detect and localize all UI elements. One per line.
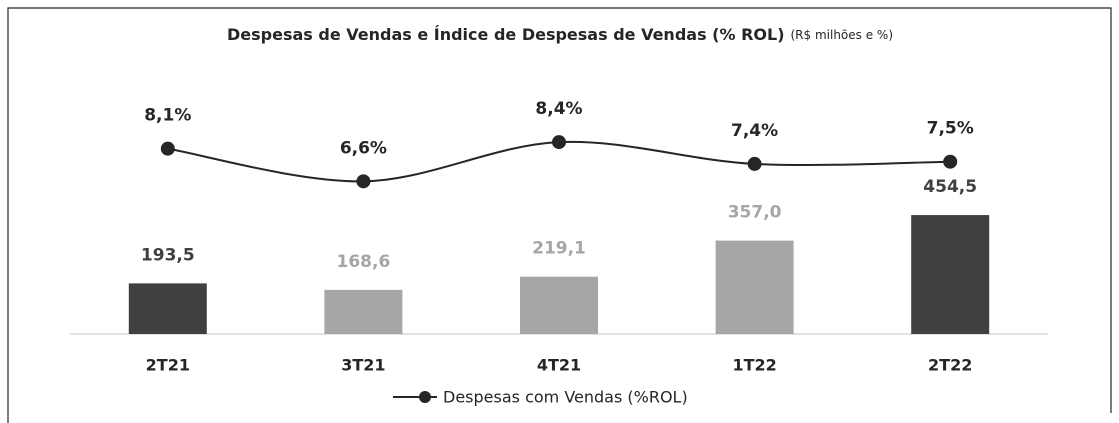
bar-value-label: 357,0 — [728, 203, 782, 223]
line-marker — [747, 156, 762, 171]
x-tick-label: 2T21 — [146, 356, 190, 375]
bar-value-label: 193,5 — [141, 245, 195, 265]
line-value-label: 7,5% — [927, 119, 974, 139]
bar — [911, 215, 990, 334]
frame — [7, 7, 1112, 423]
x-tick-label: 4T21 — [537, 356, 581, 375]
line-marker — [943, 154, 958, 169]
bar-value-label: 219,1 — [532, 239, 586, 259]
x-tick-label: 3T21 — [341, 356, 385, 375]
bar — [520, 276, 598, 334]
chart-title-group: Despesas de Vendas e Índice de Despesas … — [227, 25, 893, 44]
legend-label: Despesas com Vendas (%ROL) — [443, 388, 688, 407]
line-marker — [160, 141, 175, 156]
line-value-label: 8,1% — [144, 106, 191, 126]
line-value-label: 7,4% — [731, 121, 778, 141]
bar-value-label: 168,6 — [337, 252, 391, 272]
bar — [128, 283, 207, 334]
line-value-label: 8,4% — [535, 99, 582, 119]
line-marker — [356, 174, 371, 189]
bar — [715, 240, 794, 334]
bar-value-label: 454,5 — [923, 177, 977, 197]
x-tick-label: 1T22 — [732, 356, 776, 375]
chart-subtitle: (R$ milhões e %) — [791, 28, 894, 42]
line-value-label: 6,6% — [340, 138, 387, 158]
chart-title: Despesas de Vendas e Índice de Despesas … — [227, 25, 785, 44]
x-tick-label: 2T22 — [928, 356, 972, 375]
legend-marker — [419, 391, 431, 403]
bar — [324, 289, 403, 334]
line-marker — [552, 135, 566, 150]
